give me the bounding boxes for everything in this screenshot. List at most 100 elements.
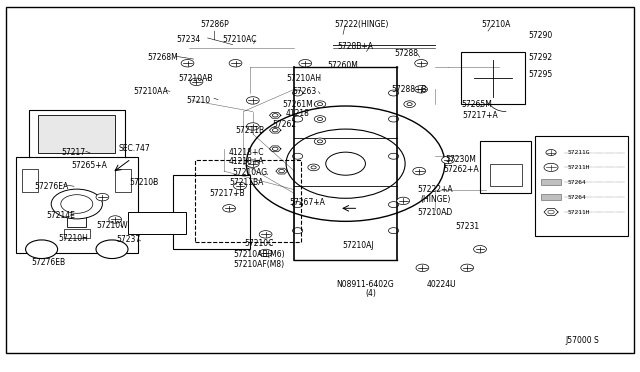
Bar [64, 229, 90, 238]
Circle shape [404, 101, 415, 108]
Text: 57210AH: 57210AH [287, 74, 321, 83]
Bar [22, 170, 38, 192]
Text: 57230M: 57230M [445, 155, 476, 164]
Circle shape [388, 116, 399, 122]
Text: 57276EA: 57276EA [34, 182, 68, 190]
Text: 57210A: 57210A [481, 20, 511, 29]
Text: 57286P: 57286P [200, 20, 228, 29]
Circle shape [273, 114, 278, 117]
Circle shape [190, 78, 203, 86]
Text: 57211BA: 57211BA [229, 178, 264, 187]
Text: 57261M: 57261M [282, 100, 313, 109]
Text: 57265+A: 57265+A [72, 161, 108, 170]
Circle shape [415, 86, 428, 93]
Circle shape [413, 167, 426, 175]
Text: 57262: 57262 [273, 120, 297, 129]
Text: 57217+A: 57217+A [462, 111, 498, 120]
Circle shape [96, 240, 128, 259]
Text: 57288+B: 57288+B [392, 85, 428, 94]
Text: 57268M: 57268M [148, 53, 179, 62]
Circle shape [442, 156, 454, 164]
Circle shape [292, 228, 303, 234]
Circle shape [61, 195, 93, 213]
Text: 41218+C: 41218+C [228, 148, 264, 157]
Text: N08911-6402G: N08911-6402G [336, 280, 394, 289]
Bar [195, 160, 301, 242]
Circle shape [299, 60, 312, 67]
Circle shape [544, 163, 558, 171]
Text: SEC.747: SEC.747 [118, 144, 150, 153]
Text: 57276EB: 57276EB [31, 258, 65, 267]
Text: 57210AA: 57210AA [133, 87, 168, 96]
Text: 57234: 57234 [177, 35, 201, 44]
Bar [16, 157, 138, 253]
Bar [38, 115, 115, 153]
Circle shape [246, 160, 259, 167]
Text: 57210: 57210 [186, 96, 211, 105]
Bar [461, 52, 525, 104]
Text: 41218: 41218 [285, 109, 310, 118]
Text: 57210W: 57210W [96, 221, 128, 230]
Circle shape [397, 197, 410, 205]
Circle shape [326, 152, 365, 175]
Circle shape [259, 249, 272, 257]
Bar [490, 164, 522, 186]
Circle shape [246, 106, 445, 221]
Circle shape [388, 90, 399, 96]
Circle shape [109, 216, 122, 223]
Circle shape [314, 138, 326, 145]
Circle shape [548, 210, 554, 214]
Text: 40224U: 40224U [427, 280, 456, 289]
Circle shape [292, 153, 303, 159]
Circle shape [461, 264, 474, 272]
Text: 57288: 57288 [394, 49, 419, 58]
Circle shape [388, 153, 399, 159]
Text: 57217: 57217 [61, 148, 86, 157]
Text: 57260M: 57260M [327, 61, 358, 70]
Circle shape [96, 193, 109, 201]
Text: 57290: 57290 [529, 31, 553, 40]
Text: 57264: 57264 [568, 195, 586, 200]
Text: 57295: 57295 [529, 70, 553, 79]
Text: 5728B+A: 5728B+A [337, 42, 373, 51]
Circle shape [292, 90, 303, 96]
Circle shape [317, 118, 323, 121]
Text: 57211H: 57211H [568, 209, 590, 215]
Bar [173, 175, 250, 249]
Bar [535, 136, 628, 236]
Bar [541, 194, 561, 200]
Text: 57211G: 57211G [568, 150, 590, 155]
Text: 57210AE(M6): 57210AE(M6) [234, 250, 285, 259]
Circle shape [181, 60, 194, 67]
Text: 57210H: 57210H [59, 234, 88, 243]
Bar [541, 179, 561, 185]
Text: 57211B: 57211B [235, 126, 264, 135]
Text: 57210B: 57210B [129, 178, 159, 187]
Circle shape [292, 116, 303, 122]
Text: 57211H: 57211H [568, 165, 590, 170]
Circle shape [415, 60, 428, 67]
Circle shape [273, 147, 278, 151]
Text: 57237: 57237 [116, 235, 140, 244]
Circle shape [234, 182, 246, 190]
Text: 57210AJ: 57210AJ [342, 241, 374, 250]
Circle shape [246, 123, 259, 130]
Bar [115, 170, 131, 192]
Circle shape [546, 150, 556, 155]
Circle shape [26, 240, 58, 259]
Circle shape [286, 129, 405, 198]
Bar [67, 212, 86, 227]
Text: 57231: 57231 [455, 222, 479, 231]
Text: 57210AG: 57210AG [232, 169, 267, 177]
Circle shape [388, 202, 399, 208]
Text: 41218+A: 41218+A [228, 157, 264, 166]
Bar [480, 141, 531, 193]
Text: 57267+A: 57267+A [289, 198, 325, 207]
Circle shape [308, 164, 319, 171]
Circle shape [388, 228, 399, 234]
Text: 57217+B: 57217+B [209, 189, 245, 198]
Circle shape [259, 231, 272, 238]
Circle shape [273, 129, 278, 132]
Circle shape [314, 101, 326, 108]
Circle shape [314, 116, 326, 122]
